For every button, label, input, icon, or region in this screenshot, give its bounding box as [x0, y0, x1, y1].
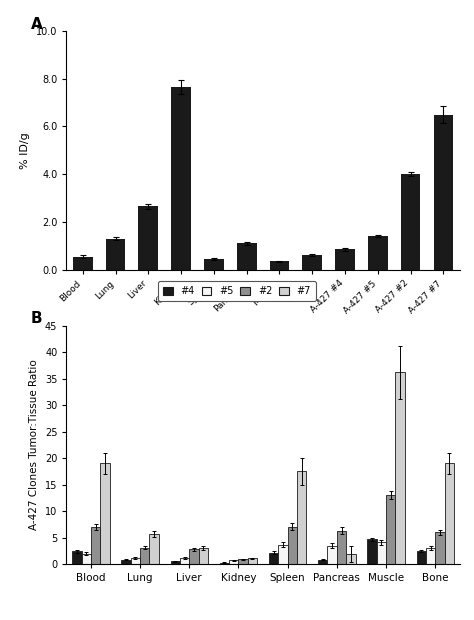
Bar	[395, 372, 405, 564]
Bar	[278, 544, 288, 564]
Bar	[302, 255, 322, 270]
Bar	[318, 560, 328, 564]
Bar	[368, 236, 388, 270]
Bar	[417, 551, 426, 564]
Bar	[367, 539, 377, 564]
Bar	[189, 549, 199, 564]
Bar	[434, 115, 453, 270]
Bar	[121, 560, 131, 564]
Bar	[138, 206, 158, 270]
Bar	[204, 259, 224, 270]
Bar	[220, 562, 229, 564]
Bar	[335, 249, 355, 270]
Bar	[72, 551, 82, 564]
Bar	[171, 87, 191, 270]
Bar	[131, 559, 140, 564]
Bar	[426, 547, 435, 564]
Bar	[106, 239, 125, 270]
Bar	[229, 560, 238, 564]
Bar	[199, 548, 208, 564]
Bar	[269, 552, 278, 564]
Bar	[180, 558, 189, 564]
Bar	[100, 463, 109, 564]
Bar	[270, 262, 289, 270]
Bar	[248, 559, 257, 564]
Bar	[73, 257, 92, 270]
Bar	[82, 554, 91, 564]
Bar	[386, 495, 395, 564]
Text: A: A	[31, 17, 43, 32]
Bar	[328, 546, 337, 564]
Bar	[297, 471, 306, 564]
Legend: #4, #5, #2, #7: #4, #5, #2, #7	[158, 281, 316, 301]
Bar	[237, 244, 256, 270]
Bar	[445, 463, 454, 564]
Y-axis label: A-427 Clones Tumor:Tissue Ratio: A-427 Clones Tumor:Tissue Ratio	[29, 360, 39, 530]
Bar	[171, 561, 180, 564]
Bar	[401, 174, 420, 270]
Bar	[337, 531, 346, 564]
Bar	[346, 554, 356, 564]
Bar	[140, 547, 149, 564]
Bar	[149, 534, 159, 564]
Bar	[377, 542, 386, 564]
Text: B: B	[31, 311, 43, 326]
Bar	[288, 526, 297, 564]
Y-axis label: % ID/g: % ID/g	[20, 132, 30, 169]
Bar	[91, 527, 100, 564]
Bar	[435, 533, 445, 564]
Bar	[238, 559, 248, 564]
